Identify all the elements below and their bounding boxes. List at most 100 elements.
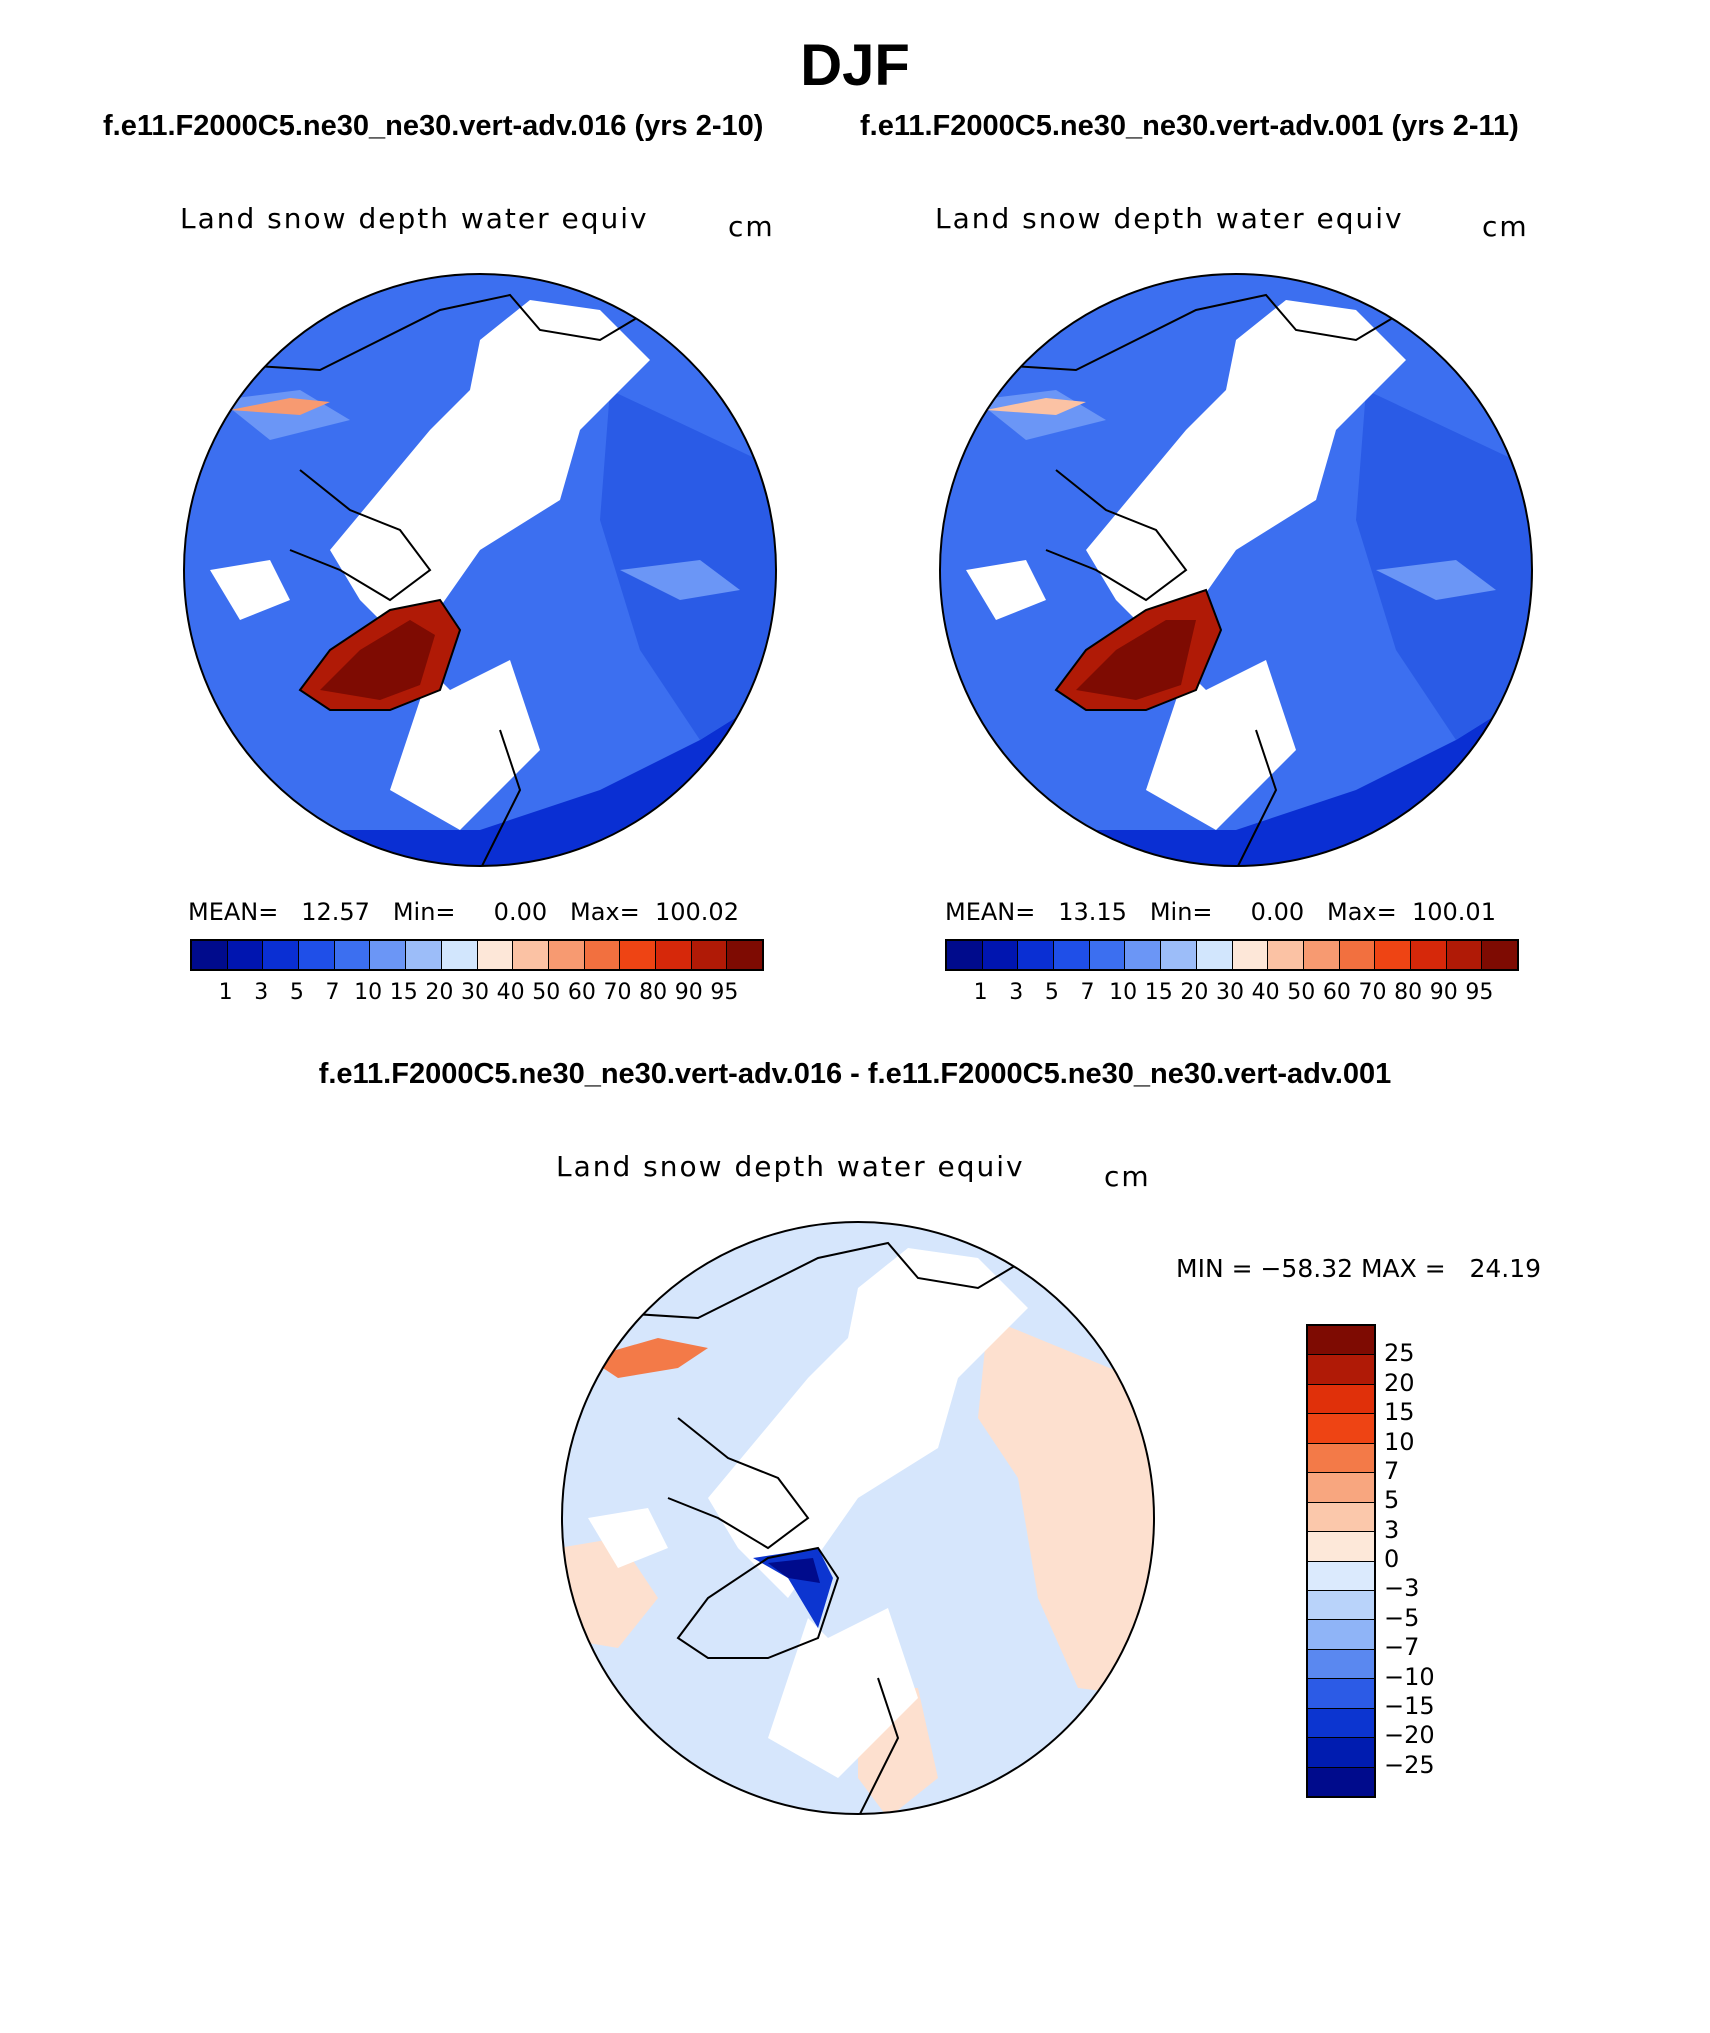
colorbar-tick-label: 90: [1429, 980, 1458, 1005]
greenland-outline: [298, 598, 462, 711]
left-case-title: f.e11.F2000C5.ne30_ne30.vert-adv.016 (yr…: [103, 110, 764, 142]
diff-colorbar-ticks: 25 20 15 10 7 5 3 0 −3 −5 −7 −10 −15 −20 −25: [1384, 1324, 1444, 1794]
left-units: cm: [728, 210, 775, 243]
diff-stats: MIN = −58.32 MAX = 24.19: [1176, 1254, 1542, 1283]
colorbar-tick-label: 70: [603, 980, 632, 1005]
colorbar-swatch: [1308, 1473, 1374, 1503]
coastline-3: [479, 729, 522, 866]
greenland-outline: [676, 1546, 840, 1659]
colorbar-tick-label: 60: [1322, 980, 1351, 1005]
colorbar-tick-label: 0: [1384, 1545, 1400, 1573]
colorbar-tick-label: 1: [218, 980, 233, 1005]
colorbar-swatch: [370, 941, 407, 969]
colorbar-swatch: [1308, 1326, 1374, 1356]
colorbar-swatch: [584, 941, 621, 969]
colorbar-tick-label: −3: [1384, 1574, 1420, 1603]
colorbar-swatch: [1268, 941, 1304, 969]
colorbar-swatch: [334, 941, 371, 969]
diff-positive-arc: [588, 1338, 708, 1378]
right-units: cm: [1482, 210, 1529, 243]
colorbar-tick-label: −7: [1384, 1633, 1420, 1662]
colorbar-swatch: [1089, 941, 1126, 969]
right-stats: MEAN= 13.15 Min= 0.00 Max= 100.01: [945, 898, 1496, 926]
colorbar-swatch: [1196, 941, 1233, 969]
colorbar-swatch: [548, 941, 585, 969]
colorbar-swatch: [1308, 1561, 1374, 1591]
colorbar-swatch: [1125, 941, 1162, 969]
colorbar-tick-label: 3: [1384, 1515, 1400, 1544]
colorbar-tick-label: 95: [710, 980, 739, 1005]
colorbar-swatch: [1308, 1738, 1374, 1768]
colorbar-swatch: [1303, 941, 1340, 969]
greenland-deep: [1076, 620, 1196, 700]
colorbar-tick-label: 30: [1216, 980, 1244, 1005]
snow-shallow-arc: [230, 398, 330, 415]
diff-variable-title: Land snow depth water equiv: [556, 1150, 1025, 1183]
colorbar-tick-label: −5: [1384, 1603, 1420, 1632]
colorbar-swatch: [1232, 941, 1269, 969]
no-snow-west: [210, 560, 290, 620]
colorbar-swatch: [1308, 1649, 1374, 1680]
colorbar-tick-label: 90: [674, 980, 703, 1005]
greenland-outline: [1054, 588, 1223, 711]
colorbar-tick-label: 10: [1109, 980, 1138, 1005]
colorbar-swatch: [1018, 941, 1055, 969]
colorbar-tick-label: 40: [1251, 980, 1280, 1005]
colorbar-tick-label: 20: [1384, 1368, 1415, 1397]
left-variable-title: Land snow depth water equiv: [180, 202, 649, 235]
colorbar-swatch: [620, 941, 656, 969]
colorbar-tick-label: −25: [1384, 1750, 1435, 1779]
colorbar-tick-label: 15: [389, 980, 418, 1005]
colorbar-swatch: [1308, 1532, 1374, 1562]
colorbar-tick-label: 5: [289, 980, 304, 1005]
colorbar-tick-label: 95: [1465, 980, 1494, 1005]
colorbar-tick-label: 3: [254, 980, 269, 1005]
right-colorbar: [945, 939, 1519, 971]
colorbar-swatch: [263, 941, 300, 969]
greenland-deep: [320, 620, 435, 700]
colorbar-tick-label: 7: [325, 980, 340, 1005]
coastline-1: [617, 1241, 1029, 1320]
figure-title: DJF: [800, 33, 910, 98]
no-snow-west: [588, 1508, 668, 1568]
colorbar-swatch: [513, 941, 549, 969]
left-stats: MEAN= 12.57 Min= 0.00 Max= 100.02: [188, 898, 739, 926]
colorbar-swatch: [227, 941, 264, 969]
diff-units: cm: [1104, 1160, 1151, 1193]
snow-light-patch: [1376, 560, 1496, 600]
colorbar-swatch: [1308, 1443, 1374, 1474]
coastline-1: [995, 293, 1407, 372]
colorbar-swatch: [1308, 1590, 1374, 1621]
left-polar-map: [183, 273, 777, 867]
colorbar-tick-label: 3: [1009, 980, 1024, 1005]
greenland-strong-negative: [768, 1558, 820, 1583]
colorbar-tick-label: −20: [1384, 1721, 1435, 1750]
left-colorbar-ticks: 1 3 5 7 10 15 20 30 40 50 60 70 80 90 95: [190, 980, 760, 1006]
colorbar-swatch: [192, 941, 228, 969]
colorbar-swatch: [1339, 941, 1376, 969]
colorbar-swatch: [1308, 1502, 1374, 1533]
colorbar-swatch: [1308, 1355, 1374, 1385]
colorbar-swatch: [1054, 941, 1090, 969]
snow-light-patch: [620, 560, 740, 600]
coastline-3: [857, 1677, 900, 1814]
coastline-2: [667, 1417, 810, 1550]
coastline-1: [239, 293, 651, 372]
colorbar-tick-label: 80: [639, 980, 668, 1005]
colorbar-swatch: [441, 941, 478, 969]
colorbar-tick-label: 10: [354, 980, 383, 1005]
no-snow-arctic: [330, 300, 650, 830]
diff-positive-west: [562, 1538, 658, 1648]
colorbar-tick-label: 5: [1384, 1486, 1400, 1515]
snow-shallow-arc: [986, 398, 1086, 415]
colorbar-tick-label: −15: [1384, 1691, 1435, 1720]
diff-positive-east: [978, 1318, 1154, 1698]
colorbar-tick-label: 20: [1180, 980, 1209, 1005]
colorbar-swatch: [982, 941, 1019, 969]
no-snow-west: [966, 560, 1046, 620]
colorbar-swatch: [1410, 941, 1447, 969]
coastline-3: [1235, 729, 1278, 866]
colorbar-tick-label: 25: [1384, 1339, 1415, 1368]
colorbar-tick-label: 60: [567, 980, 596, 1005]
colorbar-tick-label: 7: [1384, 1456, 1400, 1485]
